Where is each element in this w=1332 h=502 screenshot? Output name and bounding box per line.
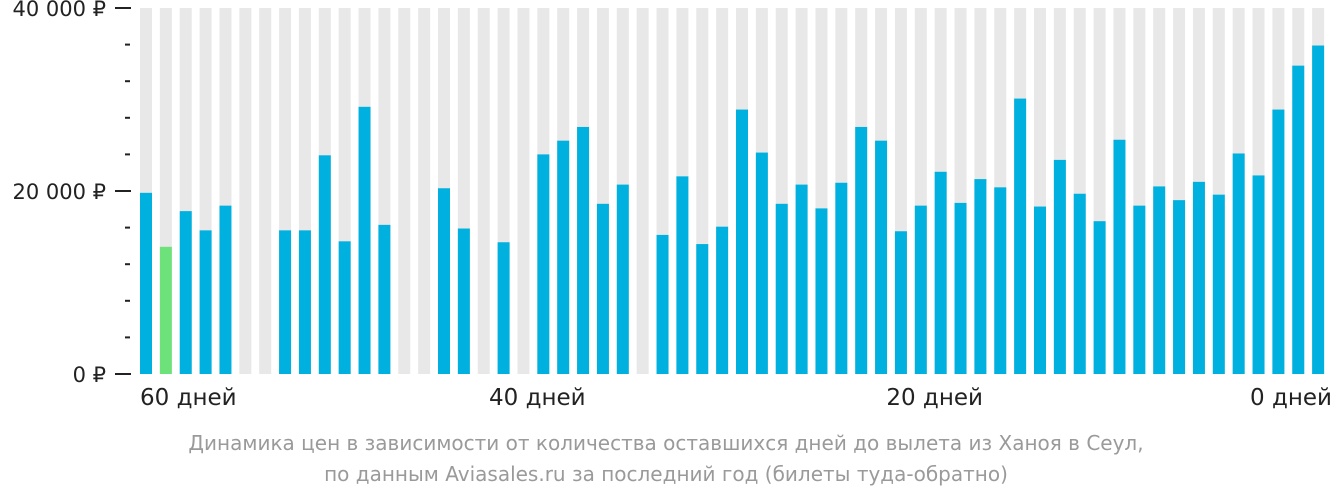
- price-bar[interactable]: [676, 176, 689, 374]
- background-column: [239, 8, 252, 374]
- price-bar[interactable]: [875, 140, 888, 374]
- price-bar[interactable]: [318, 155, 331, 374]
- x-tick-label: 60 дней: [140, 385, 237, 411]
- price-bar[interactable]: [1173, 200, 1186, 374]
- price-bar[interactable]: [736, 109, 748, 374]
- caption-line-1: Динамика цен в зависимости от количества…: [188, 431, 1144, 455]
- y-tick-label: 40 000 ₽: [12, 0, 106, 21]
- price-bar[interactable]: [557, 140, 570, 374]
- price-bar[interactable]: [775, 203, 788, 374]
- x-tick-label: 40 дней: [489, 385, 586, 411]
- price-bar[interactable]: [1312, 45, 1325, 374]
- background-column: [517, 8, 530, 374]
- price-bar[interactable]: [497, 242, 510, 374]
- background-columns: [140, 8, 1325, 374]
- price-bar[interactable]: [279, 230, 292, 374]
- price-bar[interactable]: [1272, 109, 1285, 374]
- price-bar[interactable]: [855, 126, 868, 374]
- price-bar[interactable]: [378, 224, 391, 374]
- price-bar[interactable]: [1212, 194, 1225, 374]
- price-bar[interactable]: [219, 205, 232, 374]
- price-bar[interactable]: [954, 202, 967, 374]
- price-bar[interactable]: [1034, 206, 1046, 374]
- price-bars: [140, 45, 1325, 375]
- price-bar[interactable]: [1153, 186, 1166, 374]
- price-bar[interactable]: [577, 126, 590, 374]
- price-bar[interactable]: [199, 230, 212, 374]
- price-bar[interactable]: [716, 226, 729, 374]
- price-bar[interactable]: [894, 231, 907, 374]
- price-bar[interactable]: [696, 244, 709, 374]
- price-bar[interactable]: [1133, 205, 1146, 374]
- price-bar[interactable]: [1292, 65, 1305, 375]
- price-bar[interactable]: [815, 208, 828, 374]
- price-bar[interactable]: [1113, 139, 1126, 374]
- price-bar[interactable]: [1014, 98, 1027, 375]
- price-bar[interactable]: [1053, 159, 1066, 374]
- price-bar[interactable]: [338, 241, 351, 374]
- y-axis: 0 ₽ 20 000 ₽ 40 000 ₽: [12, 0, 131, 387]
- price-bar[interactable]: [994, 187, 1007, 374]
- price-bar-cheapest[interactable]: [159, 246, 172, 374]
- price-bar[interactable]: [298, 230, 311, 374]
- price-bar[interactable]: [140, 192, 152, 374]
- price-bar[interactable]: [438, 188, 450, 374]
- price-bar[interactable]: [457, 228, 470, 374]
- price-bar[interactable]: [974, 179, 987, 374]
- price-bar[interactable]: [656, 234, 669, 374]
- x-tick-label: 20 дней: [886, 385, 983, 411]
- price-bar[interactable]: [358, 106, 371, 374]
- price-bar[interactable]: [1192, 181, 1205, 374]
- price-bar[interactable]: [537, 154, 550, 374]
- price-bar[interactable]: [179, 211, 192, 374]
- x-tick-label: 0 дней: [1250, 385, 1332, 411]
- background-column: [418, 8, 431, 374]
- background-column: [259, 8, 272, 374]
- y-tick-label: 20 000 ₽: [12, 180, 106, 204]
- background-column: [636, 8, 649, 374]
- price-bar[interactable]: [835, 182, 848, 374]
- price-bar[interactable]: [1093, 221, 1106, 374]
- price-dynamics-chart: 0 ₽ 20 000 ₽ 40 000 ₽ 60 дней 40 дней 20 дне…: [12, 0, 1332, 411]
- price-bar[interactable]: [1073, 193, 1086, 374]
- price-bar[interactable]: [795, 184, 808, 374]
- y-tick-label: 0 ₽: [73, 363, 106, 387]
- price-bar[interactable]: [934, 171, 947, 374]
- background-column: [477, 8, 490, 374]
- price-bar[interactable]: [596, 203, 609, 374]
- price-bar[interactable]: [616, 184, 629, 374]
- price-bar[interactable]: [1232, 153, 1245, 374]
- price-bar[interactable]: [1252, 175, 1265, 374]
- price-bar[interactable]: [755, 152, 768, 374]
- x-axis: 60 дней 40 дней 20 дней 0 дней: [140, 385, 1332, 411]
- price-bar[interactable]: [914, 205, 927, 374]
- caption-line-2: по данным Aviasales.ru за последний год …: [324, 462, 1008, 486]
- background-column: [398, 8, 411, 374]
